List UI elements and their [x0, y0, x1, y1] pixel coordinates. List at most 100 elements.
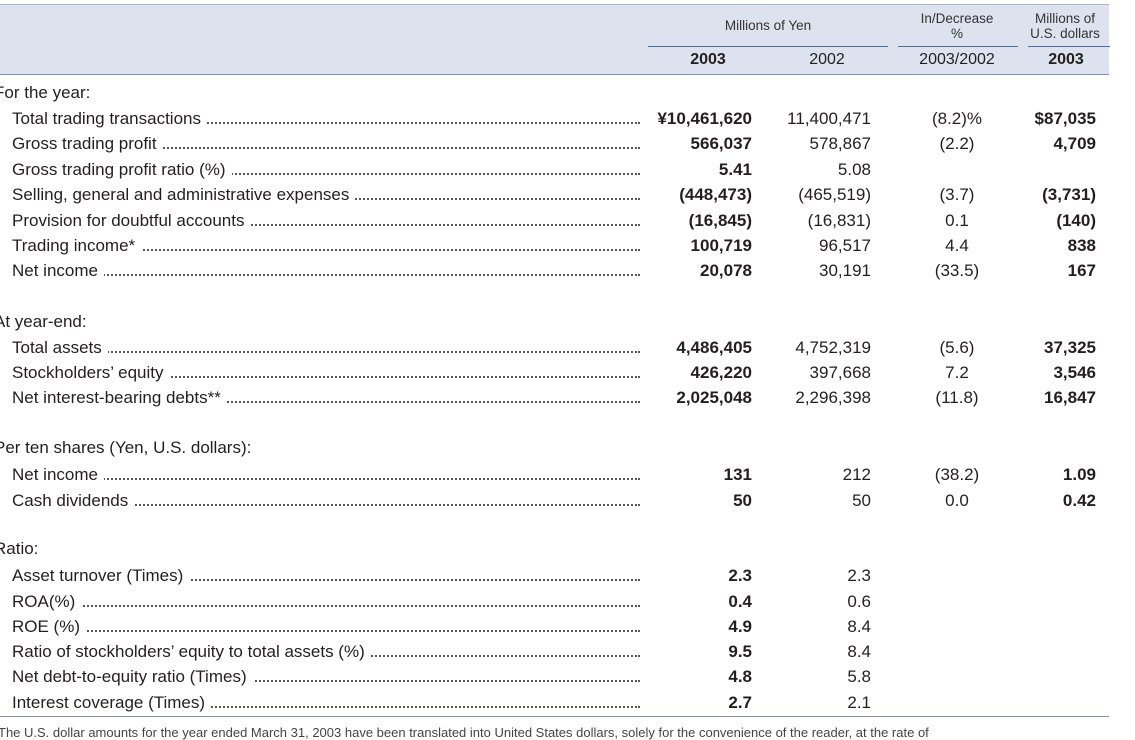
row-label: Net interest-bearing debts**: [12, 387, 640, 409]
cell-change: 7.2: [945, 363, 969, 382]
leader-dots: [12, 147, 640, 149]
cell-2003: (448,473): [679, 185, 752, 204]
leader-dots: [12, 173, 640, 175]
cell-usd-2003: 838: [1067, 236, 1096, 255]
row-label-text: Total trading transactions: [12, 109, 207, 128]
row-label-text: Gross trading profit ratio (%): [12, 160, 232, 179]
cell-usd-2003: $87,035: [1034, 109, 1096, 128]
row-label-text: ROE (%): [12, 617, 86, 636]
cell-2002: (16,831): [807, 211, 871, 230]
cell-2002: 96,517: [819, 236, 871, 255]
row-label: Asset turnover (Times): [12, 565, 640, 587]
group-underline-change: [898, 46, 1018, 47]
table-row: Gross trading profit ratio (%) 5.41 5.08: [0, 159, 1135, 183]
group-underline-yen: [648, 46, 888, 47]
cell-usd-2003: 3,546: [1053, 363, 1096, 382]
section-title: Per ten shares (Yen, U.S. dollars):: [0, 438, 252, 457]
row-label: Net income: [12, 260, 640, 282]
table-row: Net interest-bearing debts** 2,025,048 2,2…: [0, 387, 1135, 411]
row-label-text: Stockholders’ equity: [12, 363, 170, 382]
group-underline-usd: [1028, 46, 1110, 47]
table-row: Ratio of stockholders’ equity to total a…: [0, 641, 1135, 665]
cell-usd-2003: 16,847: [1044, 388, 1096, 407]
cell-2003: 2,025,048: [676, 388, 752, 407]
leader-dots: [12, 504, 640, 506]
cell-2002: 212: [842, 465, 871, 484]
table-row: Net debt-to-equity ratio (Times) 4.8 5.8: [0, 666, 1135, 690]
leader-dots: [12, 401, 640, 403]
row-label-text: Cash dividends: [12, 491, 135, 510]
table-row: Net income 131 212 (38.2) 1.09: [0, 464, 1135, 488]
col-header-2002: 2002: [809, 51, 845, 68]
leader-dots: [12, 680, 640, 682]
row-label: Gross trading profit: [12, 133, 640, 155]
group-header-change: In/Decrease %: [920, 11, 994, 41]
cell-2002: 8.4: [847, 617, 871, 636]
col-header-usd-2003: 2003: [1048, 51, 1084, 68]
cell-2003: 131: [723, 465, 752, 484]
row-label: Total trading transactions: [12, 108, 640, 130]
row-label: Ratio of stockholders’ equity to total a…: [12, 641, 640, 663]
cell-change: (33.5): [934, 261, 980, 280]
row-label: Provision for doubtful accounts: [12, 210, 640, 232]
row-label: Net debt-to-equity ratio (Times): [12, 666, 640, 688]
cell-2002: 0.6: [847, 592, 871, 611]
cell-2002: 2,296,398: [795, 388, 871, 407]
leader-dots: [12, 579, 640, 581]
cell-change: 4.4: [945, 236, 969, 255]
cell-2003: 0.4: [728, 592, 752, 611]
table-row: Cash dividends 50 50 0.0 0.42: [0, 490, 1135, 514]
cell-usd-2003: 4,709: [1053, 134, 1096, 153]
section-title: Ratio:: [0, 539, 39, 558]
cell-2002: 4,752,319: [795, 338, 871, 357]
row-label-text: Ratio of stockholders’ equity to total a…: [12, 642, 371, 661]
cell-change: (2.2): [939, 134, 975, 153]
cell-2003: 5.41: [718, 160, 752, 179]
col-header-2003: 2003: [690, 51, 726, 68]
cell-2003: 2.7: [728, 693, 752, 712]
cell-2003: 2.3: [728, 566, 752, 585]
row-label-text: Total assets: [12, 338, 108, 357]
table-row: Gross trading profit 566,037 578,867 (2.2) 4…: [0, 133, 1135, 157]
table-row: ROA(%) 0.4 0.6: [0, 591, 1135, 615]
cell-2003: 9.5: [728, 642, 752, 661]
cell-2003: 4,486,405: [676, 338, 752, 357]
row-label: ROA(%): [12, 591, 640, 613]
cell-usd-2003: 37,325: [1044, 338, 1096, 357]
footer-rule: [0, 716, 1109, 717]
cell-usd-2003: (140): [1056, 211, 1096, 230]
cell-2002: 578,867: [809, 134, 871, 153]
cell-2002: 11,400,471: [787, 109, 871, 128]
cell-change: (3.7): [939, 185, 975, 204]
row-label: Stockholders’ equity: [12, 362, 640, 384]
cell-change: 0.0: [945, 491, 969, 510]
cell-usd-2003: 1.09: [1062, 465, 1096, 484]
row-label: ROE (%): [12, 616, 640, 638]
table-row: ROE (%) 4.9 8.4: [0, 616, 1135, 640]
cell-2002: 2.3: [847, 566, 871, 585]
cell-2003: 50: [733, 491, 752, 510]
leader-dots: [12, 376, 640, 378]
leader-dots: [12, 224, 640, 226]
table-row: Net income 20,078 30,191 (33.5) 167: [0, 260, 1135, 284]
leader-dots: [12, 122, 640, 124]
row-label-text: Net interest-bearing debts**: [12, 388, 227, 407]
cell-2003: 100,719: [690, 236, 752, 255]
leader-dots: [12, 605, 640, 607]
leader-dots: [12, 706, 640, 708]
row-label: Interest coverage (Times): [12, 692, 640, 714]
cell-2003: 4.8: [728, 667, 752, 686]
row-label: Cash dividends: [12, 490, 640, 512]
cell-2002: 397,668: [809, 363, 871, 382]
cell-2003: 566,037: [690, 134, 752, 153]
table-row: Provision for doubtful accounts (16,845) (…: [0, 210, 1135, 234]
cell-2003: 4.9: [728, 617, 752, 636]
cell-usd-2003: (3,731): [1042, 185, 1096, 204]
row-label-text: Net income: [12, 261, 104, 280]
cell-2002: (465,519): [798, 185, 871, 204]
cell-usd-2003: 0.42: [1062, 491, 1096, 510]
leader-dots: [12, 630, 640, 632]
cell-change: (11.8): [935, 388, 979, 407]
cell-change: (5.6): [939, 338, 975, 357]
cell-2002: 50: [852, 491, 871, 510]
